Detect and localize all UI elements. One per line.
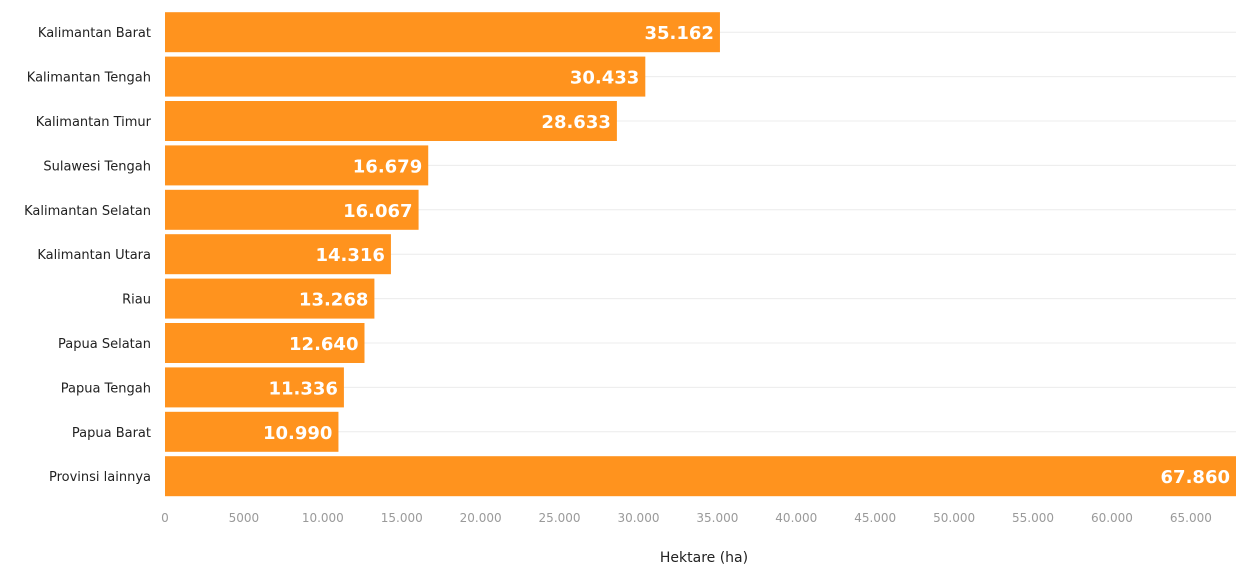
bars	[165, 12, 1236, 497]
bar	[165, 145, 429, 186]
x-tick-label: 65.000	[1170, 511, 1212, 525]
x-tick-label: 20.000	[460, 511, 502, 525]
x-tick-label: 40.000	[775, 511, 817, 525]
value-label: 67.860	[1161, 467, 1230, 488]
value-label: 35.162	[644, 23, 713, 44]
x-tick-label: 0	[161, 511, 169, 525]
bar	[165, 101, 617, 141]
category-label: Papua Barat	[72, 426, 151, 441]
value-labels: 35.162 30.433 28.633 16.679 16.067 14.316 13.2…	[263, 23, 1230, 488]
bar	[165, 234, 391, 275]
bar	[165, 367, 344, 408]
category-label: Kalimantan Utara	[37, 248, 151, 263]
category-labels: Kalimantan Barat Kalimantan Tengah Kaliman…	[24, 26, 152, 485]
x-tick-label: 15.000	[381, 511, 423, 525]
value-label: 13.268	[299, 290, 368, 311]
category-label: Kalimantan Timur	[36, 115, 152, 130]
bar	[165, 189, 419, 230]
x-tick-label: 5000	[229, 511, 260, 525]
bar	[165, 323, 365, 363]
x-tick-label: 50.000	[933, 511, 975, 525]
category-label: Kalimantan Barat	[38, 26, 151, 41]
bar	[165, 12, 720, 53]
category-label: Sulawesi Tengah	[43, 159, 151, 174]
category-label: Papua Tengah	[61, 381, 151, 396]
x-axis-title: Hektare (ha)	[660, 550, 748, 566]
bar	[165, 278, 375, 319]
x-tick-label: 55.000	[1012, 511, 1054, 525]
value-label: 16.067	[343, 201, 412, 222]
x-axis-ticks: 0 5000 10.000 15.000 20.000 25.000 30.000 35.00…	[161, 511, 1212, 525]
category-label: Riau	[122, 293, 151, 308]
value-label: 30.433	[570, 68, 639, 89]
bar	[165, 56, 646, 97]
value-label: 11.336	[268, 378, 337, 399]
x-tick-label: 25.000	[539, 511, 581, 525]
x-tick-label: 35.000	[696, 511, 738, 525]
value-label: 28.633	[541, 112, 610, 133]
value-label: 12.640	[289, 334, 358, 355]
x-tick-label: 45.000	[854, 511, 896, 525]
category-label: Papua Selatan	[58, 337, 151, 352]
x-tick-label: 30.000	[617, 511, 659, 525]
x-tick-label: 10.000	[302, 511, 344, 525]
category-label: Provinsi lainnya	[49, 470, 151, 485]
category-label: Kalimantan Tengah	[27, 71, 151, 86]
value-label: 14.316	[315, 245, 384, 266]
value-label: 16.679	[353, 156, 422, 177]
value-label: 10.990	[263, 423, 332, 444]
bar	[165, 456, 1236, 497]
bar	[165, 411, 339, 452]
category-label: Kalimantan Selatan	[24, 204, 151, 219]
x-tick-label: 60.000	[1091, 511, 1133, 525]
